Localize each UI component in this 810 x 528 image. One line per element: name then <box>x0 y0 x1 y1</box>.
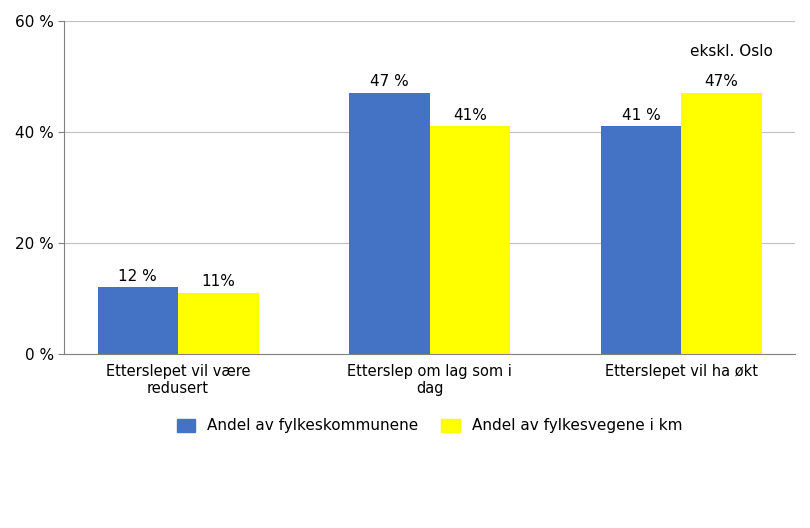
Text: 41%: 41% <box>453 108 487 122</box>
Bar <box>681 93 761 354</box>
Text: 11%: 11% <box>202 274 235 289</box>
Text: 12 %: 12 % <box>118 269 157 284</box>
Bar <box>601 126 681 354</box>
Bar <box>429 126 510 354</box>
Text: 47 %: 47 % <box>370 74 409 89</box>
Text: 47%: 47% <box>705 74 739 89</box>
Text: 41 %: 41 % <box>621 108 660 122</box>
Legend: Andel av fylkeskommunene, Andel av fylkesvegene i km: Andel av fylkeskommunene, Andel av fylke… <box>171 412 688 440</box>
Bar <box>97 287 178 354</box>
Text: ekskl. Oslo: ekskl. Oslo <box>690 44 773 59</box>
Bar <box>349 93 429 354</box>
Bar <box>178 293 258 354</box>
